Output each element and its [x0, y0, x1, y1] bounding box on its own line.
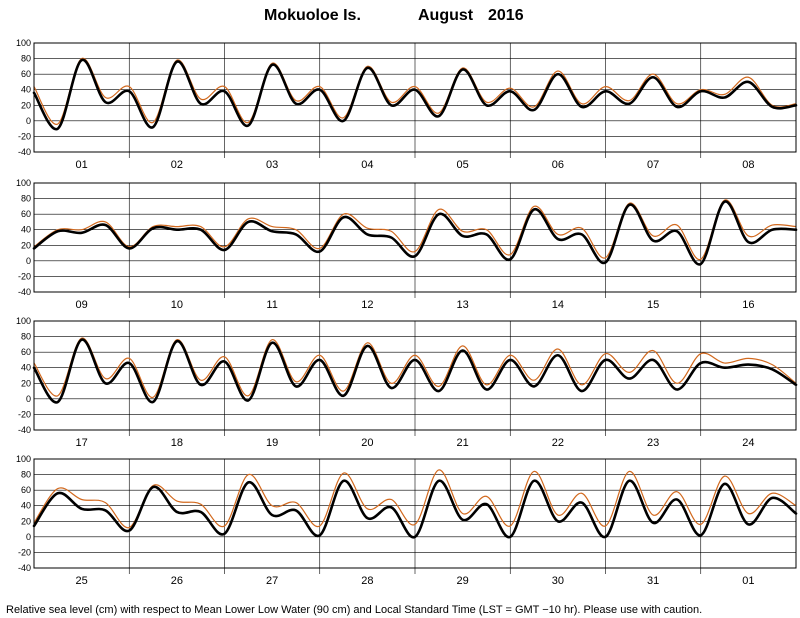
y-tick-label: 40: [21, 225, 31, 235]
y-tick-label: 60: [21, 69, 31, 79]
day-label: 25: [76, 575, 88, 587]
footnote: Relative sea level (cm) with respect to …: [6, 604, 702, 616]
day-label: 29: [457, 575, 469, 587]
y-tick-label: 40: [21, 85, 31, 95]
y-tick-label: 80: [21, 54, 31, 64]
y-tick-label: 60: [21, 347, 31, 357]
day-label: 09: [76, 299, 88, 311]
y-tick-label: 60: [21, 209, 31, 219]
day-label: 12: [361, 299, 373, 311]
day-label: 03: [266, 159, 278, 171]
day-label: 20: [361, 437, 373, 449]
y-tick-label: 20: [21, 240, 31, 250]
chart-title: Mokuoloe Is. August 2016: [264, 7, 524, 24]
y-tick-label: -40: [18, 425, 31, 435]
day-label: 08: [742, 159, 754, 171]
y-tick-label: 20: [21, 516, 31, 526]
day-label: 23: [647, 437, 659, 449]
panel-3: -40 -20 0 20 40 60 80 100 17 18 19 20 21 22 23 24: [16, 316, 798, 449]
y-tick-label: -40: [18, 563, 31, 573]
observed-series-line: [32, 338, 798, 404]
y-tick-label: 80: [21, 470, 31, 480]
y-tick-label: 80: [21, 332, 31, 342]
day-label: 01: [76, 159, 88, 171]
y-tick-label: 40: [21, 363, 31, 373]
predicted-series-line: [33, 199, 797, 260]
day-label: 16: [742, 299, 754, 311]
y-tick-label: 0: [26, 532, 31, 542]
panel-frame: [33, 320, 797, 431]
day-label: 22: [552, 437, 564, 449]
day-label: 31: [647, 575, 659, 587]
day-label: 14: [552, 299, 564, 311]
y-tick-label: 40: [21, 501, 31, 511]
day-label: 28: [361, 575, 373, 587]
title-year: 2016: [488, 7, 524, 24]
panel-frame: [33, 42, 797, 153]
day-label: 19: [266, 437, 278, 449]
day-label: 26: [171, 575, 183, 587]
predicted-series-line: [33, 337, 797, 398]
panel-1: -40 -20 0 20 40 60 80 100 01 02 03 04 05 06 07 08: [16, 38, 798, 171]
y-tick-label: -40: [18, 287, 31, 297]
y-tick-label: 100: [16, 178, 31, 188]
day-label: 04: [361, 159, 373, 171]
observed-series-line: [32, 58, 798, 131]
day-label: 18: [171, 437, 183, 449]
y-tick-label: -40: [18, 147, 31, 157]
y-tick-label: -20: [18, 131, 31, 141]
y-tick-label: -20: [18, 271, 31, 281]
y-tick-label: 100: [16, 454, 31, 464]
predicted-series-line: [33, 469, 797, 529]
panel-frame: [33, 182, 797, 293]
y-tick-label: 0: [26, 116, 31, 126]
y-tick-label: -20: [18, 409, 31, 419]
y-tick-label: 0: [26, 256, 31, 266]
y-tick-label: 100: [16, 38, 31, 48]
day-label: 02: [171, 159, 183, 171]
observed-series-line: [32, 200, 798, 266]
y-tick-label: 60: [21, 485, 31, 495]
y-tick-label: 0: [26, 394, 31, 404]
day-label: 07: [647, 159, 659, 171]
panel-2: -40 -20 0 20 40 60 80 100 09 10 11 12 13 14 15 16: [16, 178, 798, 311]
y-tick-label: 20: [21, 100, 31, 110]
day-label: 13: [457, 299, 469, 311]
day-label: 15: [647, 299, 659, 311]
day-label: 17: [76, 437, 88, 449]
title-station: Mokuoloe Is.: [264, 7, 361, 24]
y-tick-label: 20: [21, 378, 31, 388]
observed-series-line: [32, 479, 798, 539]
day-label: 24: [742, 437, 754, 449]
y-tick-label: 80: [21, 194, 31, 204]
day-label: 01: [742, 575, 754, 587]
day-label: 05: [457, 159, 469, 171]
y-tick-label: 100: [16, 316, 31, 326]
panel-frame: [33, 458, 797, 569]
day-label: 21: [457, 437, 469, 449]
day-label: 06: [552, 159, 564, 171]
y-tick-label: -20: [18, 547, 31, 557]
day-label: 10: [171, 299, 183, 311]
title-month: August: [418, 7, 474, 24]
panel-4: -40 -20 0 20 40 60 80 100 25 26 27 28 29 30 31 01: [16, 454, 798, 587]
day-label: 27: [266, 575, 278, 587]
day-label: 11: [266, 299, 277, 311]
day-label: 30: [552, 575, 564, 587]
